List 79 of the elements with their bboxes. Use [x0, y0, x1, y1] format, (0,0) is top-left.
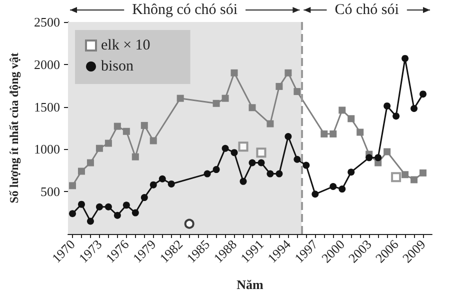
point: [320, 130, 328, 138]
point: [140, 122, 148, 129]
point: [284, 132, 292, 140]
point: [294, 88, 301, 96]
point: [168, 180, 175, 188]
point: [338, 106, 346, 114]
point: [122, 202, 130, 209]
point: [256, 148, 266, 158]
y-tick-label: 500: [40, 184, 60, 200]
point: [132, 209, 139, 216]
y-tick-label: 2500: [34, 14, 60, 30]
point: [348, 168, 355, 176]
point: [104, 203, 112, 210]
band-label: Có chó sói: [334, 2, 399, 18]
point: [212, 100, 220, 107]
y-tick-label: 1500: [34, 99, 60, 114]
point: [348, 115, 355, 122]
point: [150, 181, 157, 188]
point: [184, 218, 194, 229]
point: [114, 122, 121, 130]
point: [392, 112, 400, 120]
point: [420, 169, 427, 176]
legend-label: elk × 10: [101, 38, 150, 54]
point: [276, 82, 283, 90]
x-tick-label: 1991: [238, 236, 267, 266]
point: [158, 175, 166, 182]
point: [248, 159, 256, 166]
point: [312, 190, 319, 198]
point: [420, 90, 427, 98]
point: [391, 172, 402, 182]
point: [240, 178, 247, 185]
point: [230, 149, 238, 156]
point: [222, 94, 229, 102]
x-axis-title: Năm: [236, 277, 264, 292]
point: [69, 210, 76, 218]
point: [374, 154, 382, 162]
point: [78, 200, 85, 208]
point: [266, 120, 274, 128]
point: [68, 182, 76, 190]
point: [132, 153, 139, 160]
point: [114, 212, 121, 219]
point: [204, 170, 211, 178]
point: [330, 130, 337, 138]
point: [294, 156, 301, 163]
point: [338, 186, 346, 193]
point: [276, 170, 283, 178]
point: [356, 128, 364, 136]
point: [238, 142, 248, 152]
y-tick-label: 2000: [34, 56, 60, 72]
point: [150, 137, 157, 144]
point: [384, 102, 391, 110]
point: [222, 144, 229, 152]
band-label: Không có chó sói: [132, 2, 238, 18]
point: [384, 148, 391, 156]
point: [78, 168, 85, 175]
point: [302, 162, 310, 169]
point: [140, 194, 148, 202]
point: [284, 69, 292, 76]
point: [96, 144, 103, 152]
point: [410, 105, 418, 112]
point: [122, 128, 130, 135]
point: [176, 94, 184, 102]
point: [96, 203, 103, 210]
y-axis-title: Số lượng ít nhất của động vật: [7, 52, 21, 204]
point: [86, 218, 94, 225]
point: [402, 54, 409, 62]
point: [86, 159, 94, 166]
point: [410, 176, 418, 184]
point: [366, 154, 373, 162]
point: [104, 140, 112, 147]
point: [248, 104, 256, 112]
point: [266, 170, 274, 178]
point: [258, 159, 265, 166]
legend-label: bison: [101, 58, 134, 74]
point: [230, 69, 238, 76]
y-tick-label: 1000: [34, 142, 60, 157]
point: [402, 171, 409, 178]
point: [212, 166, 220, 174]
point: [330, 183, 337, 190]
